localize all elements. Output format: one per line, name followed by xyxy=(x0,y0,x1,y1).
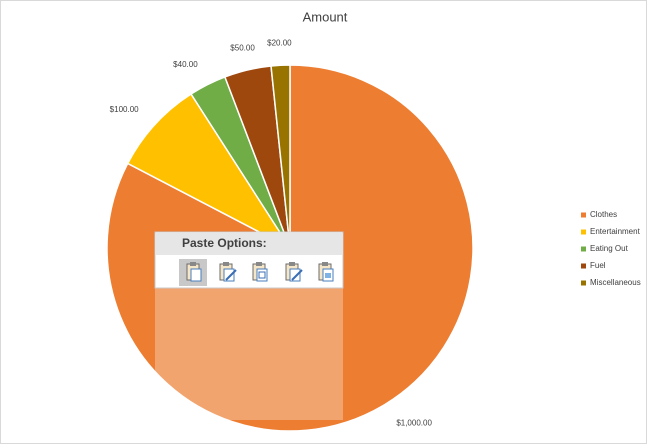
paste-option-button[interactable] xyxy=(186,262,202,282)
popup-header xyxy=(156,233,342,255)
data-label: $1,000.00 xyxy=(396,418,432,427)
pie: $1,000.00 $100.00 $40.00 $50.00 $20.00 xyxy=(106,38,474,432)
page xyxy=(190,268,202,282)
pie-slice xyxy=(106,64,474,432)
legend-label: Clothes xyxy=(590,210,617,219)
legend-swatch xyxy=(581,263,586,269)
legend-swatch xyxy=(581,280,586,286)
clip xyxy=(256,262,262,266)
paste-option-button[interactable] xyxy=(285,262,303,282)
clip xyxy=(289,262,295,266)
paste-option-button[interactable] xyxy=(252,262,268,282)
legend-swatch xyxy=(581,246,586,252)
data-label: $50.00 xyxy=(230,44,255,53)
pen xyxy=(291,269,303,281)
legend-swatch xyxy=(581,229,586,235)
page xyxy=(223,268,235,282)
popup-title: Paste Options: xyxy=(182,236,267,250)
pie-slice xyxy=(270,64,291,249)
page xyxy=(289,268,301,282)
data-label: $100.00 xyxy=(110,105,139,114)
clip xyxy=(322,262,328,266)
legend-label: Entertainment xyxy=(590,227,641,236)
paste-option-button[interactable] xyxy=(318,262,334,282)
legend-label: Miscellaneous xyxy=(590,278,641,287)
grid-mark xyxy=(258,271,266,279)
data-label: $40.00 xyxy=(173,60,198,69)
paste-option-button[interactable] xyxy=(219,262,237,282)
legend-label: Fuel xyxy=(590,261,606,270)
legend-label: Eating Out xyxy=(590,244,629,253)
legend-swatch xyxy=(581,212,586,218)
pen xyxy=(225,269,237,281)
chart-title: Amount xyxy=(303,9,348,24)
clip xyxy=(223,262,229,266)
picture-mark xyxy=(325,273,331,278)
data-label: $20.00 xyxy=(267,38,292,47)
paste-options-popup[interactable]: Paste Options: xyxy=(154,231,344,420)
legend: Clothes Entertainment Eating Out Fuel Miscel… xyxy=(581,210,641,287)
page xyxy=(256,268,268,282)
selection-overlay xyxy=(155,287,343,420)
pie-slice xyxy=(126,93,293,250)
clip xyxy=(190,262,196,266)
